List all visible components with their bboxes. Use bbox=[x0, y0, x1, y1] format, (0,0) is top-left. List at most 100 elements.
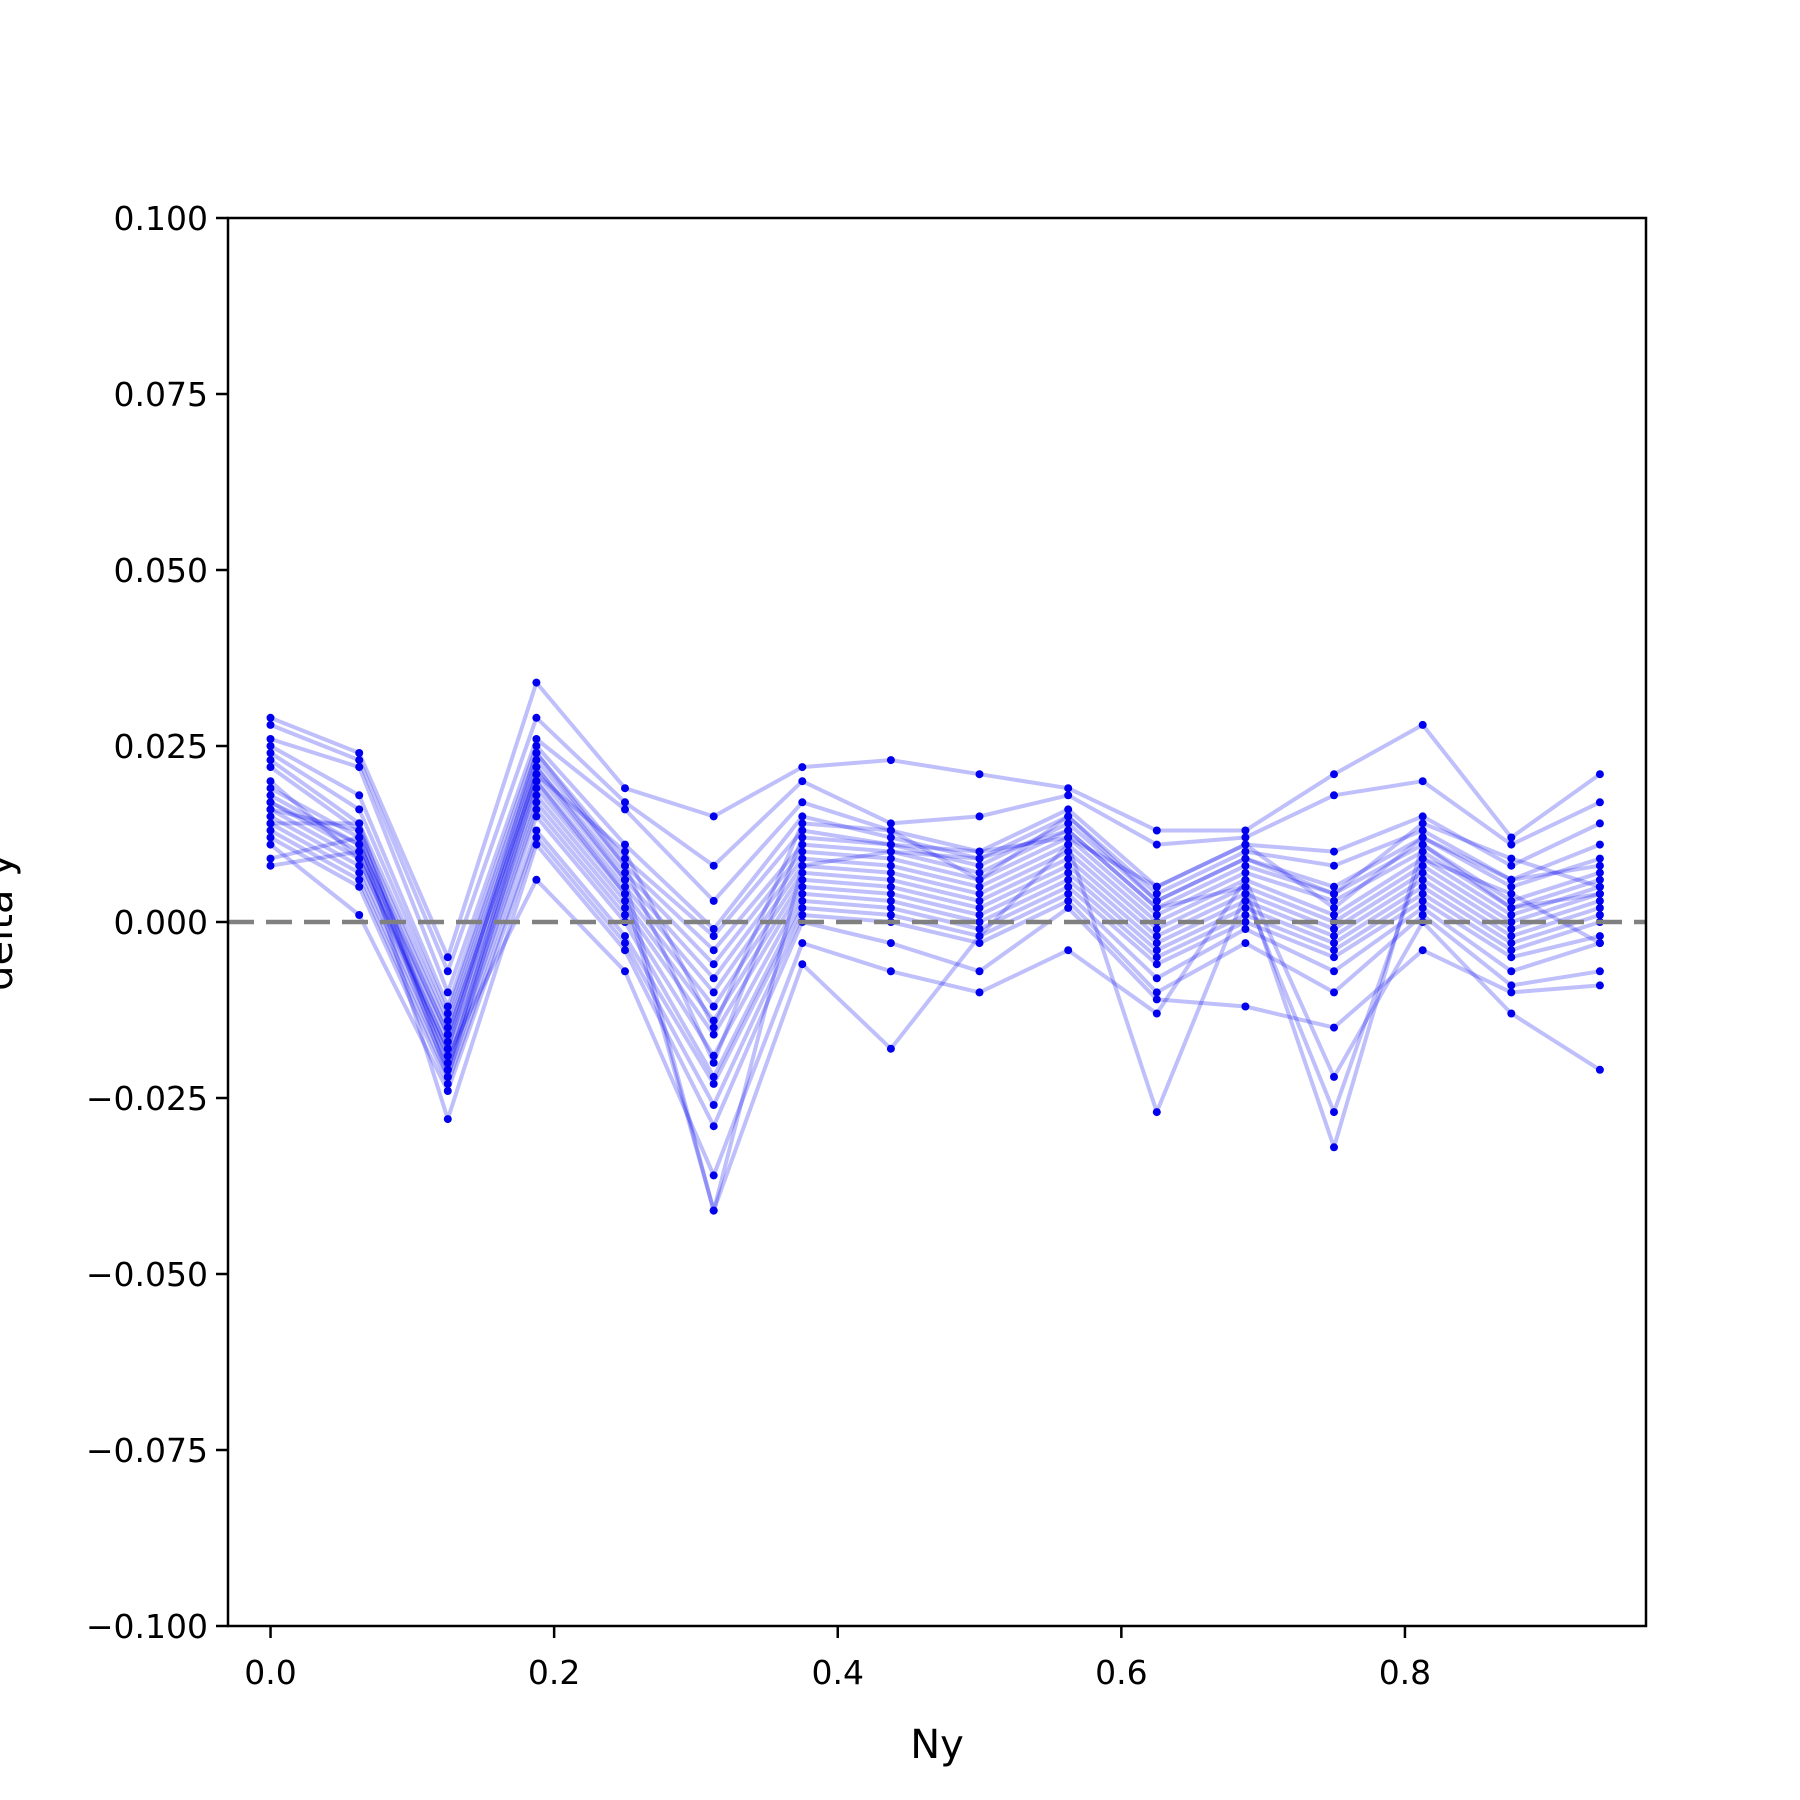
data-point bbox=[1064, 875, 1073, 884]
axis-ticks: 0.0 0.2 0.4 0.6 0.8 0.100 0.075 0.050 0.025 0.000… bbox=[86, 199, 1431, 1692]
data-point bbox=[1064, 861, 1073, 870]
data-point bbox=[1507, 903, 1516, 912]
data-point bbox=[1507, 967, 1516, 976]
data-point bbox=[621, 882, 629, 891]
data-point bbox=[1064, 847, 1073, 856]
data-point bbox=[621, 932, 629, 941]
data-point bbox=[975, 918, 984, 926]
data-point bbox=[1595, 903, 1604, 912]
data-point bbox=[1418, 720, 1427, 729]
data-point bbox=[798, 812, 807, 821]
data-point bbox=[886, 875, 895, 884]
data-point bbox=[1595, 854, 1604, 863]
data-point bbox=[1418, 946, 1427, 955]
data-point bbox=[1507, 925, 1516, 933]
data-point bbox=[886, 819, 895, 828]
data-point bbox=[975, 854, 984, 863]
series-line-12 bbox=[269, 800, 1601, 1065]
data-point bbox=[1064, 889, 1073, 898]
data-point bbox=[1330, 903, 1338, 912]
data-point bbox=[1595, 932, 1604, 941]
data-point bbox=[1064, 896, 1073, 905]
data-point bbox=[1152, 903, 1161, 912]
data-point bbox=[621, 861, 629, 870]
data-point bbox=[1595, 939, 1604, 948]
data-point bbox=[709, 896, 718, 905]
data-point bbox=[1064, 819, 1073, 828]
data-point bbox=[1064, 882, 1073, 891]
data-point bbox=[798, 826, 807, 835]
series-layer bbox=[266, 678, 1604, 1215]
data-point bbox=[1418, 882, 1427, 891]
data-point bbox=[355, 805, 364, 814]
data-point bbox=[886, 854, 895, 863]
data-point bbox=[1064, 791, 1073, 800]
data-point bbox=[1064, 784, 1073, 793]
data-point bbox=[1595, 911, 1604, 919]
y-tick-label: 0.100 bbox=[114, 199, 208, 238]
data-point bbox=[532, 777, 541, 786]
data-point bbox=[532, 805, 541, 814]
data-point bbox=[1152, 1108, 1161, 1117]
data-point bbox=[886, 939, 895, 948]
data-point bbox=[1152, 995, 1161, 1004]
data-point bbox=[886, 826, 895, 835]
data-point bbox=[266, 798, 275, 807]
data-point bbox=[1507, 911, 1516, 919]
data-point bbox=[1595, 1065, 1604, 1074]
data-point bbox=[1241, 925, 1250, 933]
data-point bbox=[1241, 939, 1250, 948]
data-point bbox=[532, 875, 541, 884]
data-point bbox=[443, 1002, 452, 1011]
data-point bbox=[798, 819, 807, 828]
data-point bbox=[886, 882, 895, 891]
data-point bbox=[621, 939, 629, 948]
data-point bbox=[798, 840, 807, 849]
data-point bbox=[1418, 868, 1427, 877]
data-point bbox=[709, 1101, 718, 1109]
data-point bbox=[443, 988, 452, 997]
data-point bbox=[1418, 903, 1427, 912]
data-point bbox=[975, 770, 984, 779]
y-tick-label: 0.050 bbox=[114, 551, 208, 590]
data-point bbox=[975, 812, 984, 821]
y-axis-label: delta y bbox=[0, 853, 22, 991]
data-point bbox=[798, 868, 807, 877]
data-point bbox=[1418, 889, 1427, 898]
data-point bbox=[798, 854, 807, 863]
data-point bbox=[1241, 861, 1250, 870]
data-point bbox=[1595, 981, 1604, 990]
series-line-14 bbox=[269, 814, 1601, 1079]
data-point bbox=[266, 861, 275, 870]
data-point bbox=[886, 833, 895, 842]
series-line-16 bbox=[269, 835, 1601, 1107]
series-line-1 bbox=[269, 680, 1602, 960]
data-point bbox=[1595, 967, 1604, 976]
data-point bbox=[1507, 1009, 1516, 1018]
data-point bbox=[443, 1037, 452, 1046]
data-point bbox=[886, 896, 895, 905]
data-point bbox=[266, 819, 275, 828]
data-point bbox=[1330, 939, 1338, 948]
data-point bbox=[1152, 882, 1161, 891]
y-tick-label: 0.025 bbox=[114, 727, 208, 766]
data-point bbox=[355, 749, 364, 757]
data-point bbox=[1595, 882, 1604, 891]
data-point bbox=[1507, 932, 1516, 941]
data-point bbox=[1507, 953, 1516, 962]
data-point bbox=[532, 826, 541, 835]
y-tick-label: −0.050 bbox=[86, 1255, 208, 1294]
data-point bbox=[532, 840, 541, 849]
data-point bbox=[266, 833, 275, 842]
series-line-22 bbox=[269, 772, 1601, 1037]
data-point bbox=[1330, 847, 1338, 856]
data-point bbox=[1507, 946, 1516, 955]
data-point bbox=[1330, 861, 1338, 870]
data-point bbox=[1064, 854, 1073, 863]
data-point bbox=[1418, 819, 1427, 828]
data-point bbox=[975, 932, 984, 941]
data-point bbox=[266, 749, 275, 757]
data-point bbox=[443, 1087, 452, 1095]
data-point bbox=[1152, 932, 1161, 941]
data-point bbox=[621, 847, 629, 856]
